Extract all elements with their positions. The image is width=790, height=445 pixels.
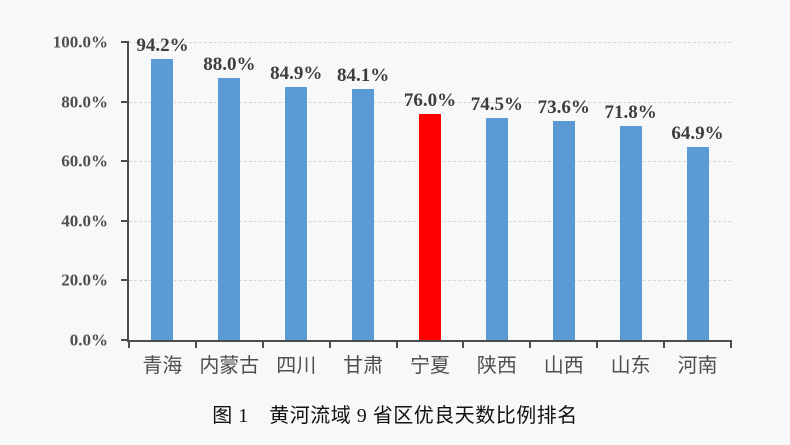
y-axis-tick <box>121 100 129 103</box>
bar <box>352 89 375 340</box>
x-category-label: 山西 <box>543 355 584 377</box>
y-axis-label: 0.0% <box>69 330 108 350</box>
x-axis-tick <box>462 340 465 348</box>
bar-value-label: 84.1% <box>336 65 390 87</box>
bar-value-label: 64.9% <box>671 122 724 144</box>
bar-value-label: 71.8% <box>604 102 657 124</box>
y-axis-tick <box>121 279 129 282</box>
x-axis-tick <box>194 340 197 348</box>
x-axis-tick <box>261 340 264 348</box>
x-category-label: 青海 <box>142 355 183 377</box>
x-axis-tick <box>596 340 599 348</box>
y-axis-tick <box>121 219 129 222</box>
bar <box>485 118 508 340</box>
x-category-label: 山东 <box>610 355 651 377</box>
figure-caption: 图 1 黄河流域 9 省区优良天数比例排名 <box>212 405 578 427</box>
x-category-label: 四川 <box>276 355 317 377</box>
x-category-label: 甘肃 <box>343 355 384 377</box>
x-axis-tick <box>529 340 532 348</box>
bar <box>552 120 575 340</box>
y-axis-tick <box>121 160 129 163</box>
gridline <box>129 101 731 103</box>
y-axis-label: 20.0% <box>61 270 108 290</box>
gridline <box>129 42 731 43</box>
y-axis-label: 40.0% <box>61 211 108 231</box>
x-category-label: 内蒙古 <box>199 355 260 377</box>
x-category-label: 河南 <box>677 355 718 377</box>
x-axis-tick <box>730 340 732 348</box>
y-axis-label: 60.0% <box>61 151 108 171</box>
x-axis-tick <box>128 340 130 348</box>
plot-area: 0.0% 20.0% 40.0% 60.0% 80.0% 100.0% 94.2% 青海 88.… <box>53 34 732 377</box>
bar <box>619 126 642 340</box>
bar <box>151 59 174 340</box>
y-axis-label: 80.0% <box>61 92 108 112</box>
bar <box>218 77 241 340</box>
x-axis-tick <box>663 340 666 348</box>
bar-value-label: 88.0% <box>203 53 256 75</box>
bar-highlighted <box>419 113 441 340</box>
x-axis-tick <box>328 340 331 348</box>
bar-value-label: 94.2% <box>136 35 189 57</box>
bar-value-label: 84.9% <box>270 63 323 84</box>
y-axis-tick <box>121 339 129 341</box>
y-axis-label: 100.0% <box>52 32 108 52</box>
bar <box>686 146 709 340</box>
bar-value-label: 73.6% <box>537 96 590 118</box>
y-axis-tick <box>121 41 129 43</box>
bar <box>285 87 308 340</box>
x-category-label: 陕西 <box>476 355 517 377</box>
x-category-label: 宁夏 <box>409 355 450 377</box>
bar-value-label: 76.0% <box>403 89 457 111</box>
bar-value-label: 74.5% <box>470 94 523 115</box>
x-axis-tick <box>395 340 398 348</box>
